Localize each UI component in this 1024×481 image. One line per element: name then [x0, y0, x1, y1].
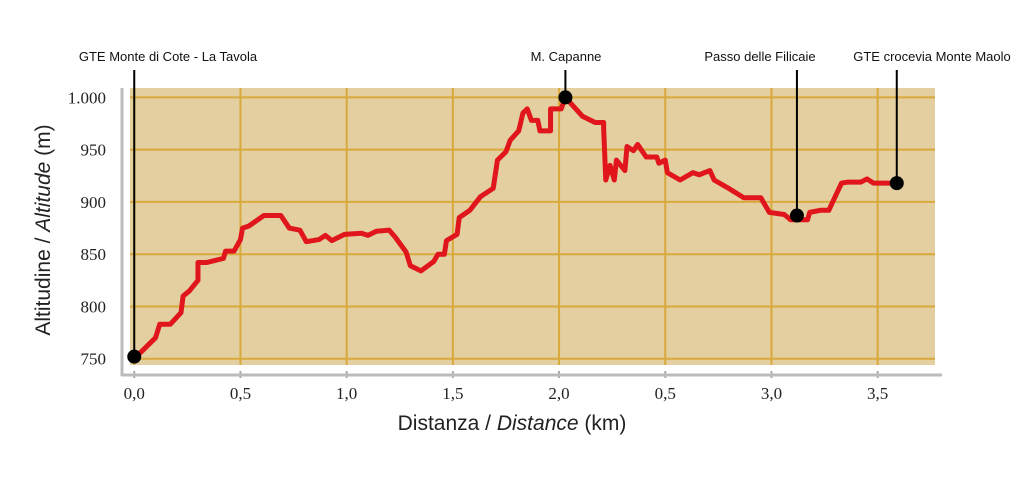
x-tick-label: 1,5: [442, 384, 463, 403]
x-tick-label: 1,0: [336, 384, 357, 403]
x-tick-label: 3,0: [761, 384, 782, 403]
y-tick-label: 850: [81, 245, 107, 264]
annotation-marker: [558, 90, 573, 105]
x-label-part: (km): [579, 412, 627, 435]
y-tick-label: 900: [81, 193, 107, 212]
x-label-part: Distance: [497, 412, 579, 435]
y-tick-label: 950: [81, 141, 107, 160]
annotation-marker: [127, 349, 142, 364]
annotation-marker: [889, 176, 904, 191]
plot-area: [130, 88, 935, 365]
elevation-line: [132, 94, 897, 359]
annotation-label: GTE Monte di Cote - La Tavola: [79, 49, 258, 64]
x-tick-label: 0,5: [230, 384, 251, 403]
y-tick-label: 750: [81, 350, 107, 369]
y-tick-label: 1.000: [68, 88, 106, 107]
x-tick-label: 0,5: [655, 384, 676, 403]
y-axis-label: Altitudine / Altitude (m): [32, 124, 55, 335]
annotation-label: M. Capanne: [531, 49, 602, 64]
annotation-label: Passo delle Filicaie: [704, 49, 815, 64]
y-label-part: Altitudine /: [32, 232, 55, 336]
y-label-part: (m): [32, 124, 55, 161]
y-label-part: Altitude: [32, 162, 55, 234]
x-label-part: Distanza /: [398, 412, 497, 435]
y-tick-label: 800: [81, 297, 107, 316]
x-tick-label: 0,0: [124, 384, 145, 403]
annotation-label: GTE crocevia Monte Maolo: [853, 49, 1011, 64]
x-tick-label: 2,0: [548, 384, 569, 403]
annotation-marker: [789, 208, 804, 223]
x-tick-label: 3,5: [867, 384, 888, 403]
x-axis-label: Distanza / Distance (km): [398, 412, 627, 435]
